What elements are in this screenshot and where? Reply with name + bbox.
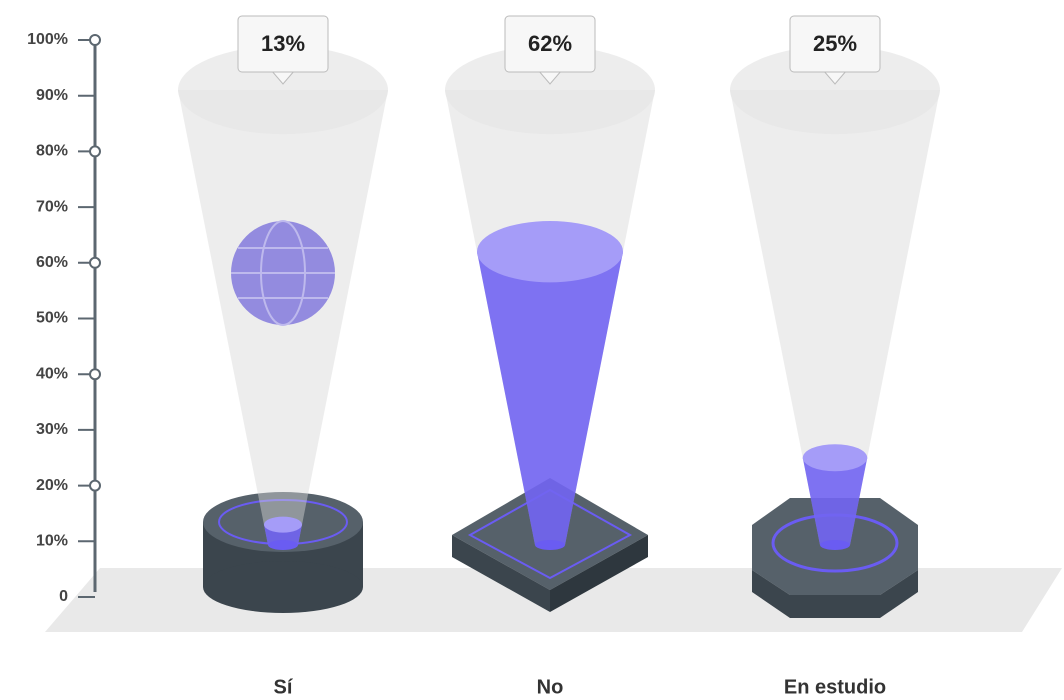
cone-shell [178, 90, 388, 545]
cone-fill-body [802, 457, 868, 545]
cone-fill-top [802, 444, 868, 472]
callout [504, 15, 596, 73]
y-tick-label: 0 [59, 588, 68, 605]
category-label: Sí [274, 676, 294, 698]
cone-fill-bottom [268, 540, 298, 550]
y-tick-label: 10% [36, 533, 68, 550]
cone-shell-top [730, 45, 940, 135]
cone-shell [730, 90, 940, 545]
tick-knob [89, 34, 101, 46]
value-label: 13% [261, 31, 305, 56]
y-tick-label: 90% [36, 87, 68, 104]
value-label: 25% [813, 31, 857, 56]
cone-fill-body [476, 251, 624, 545]
cone-fill [802, 444, 868, 550]
tick-knob [89, 368, 101, 381]
callout [789, 15, 881, 73]
y-tick-label: 40% [36, 365, 68, 382]
value-label: 62% [528, 31, 572, 56]
cone-fill [263, 516, 303, 550]
y-tick-label: 80% [36, 143, 68, 160]
cone-shell-top [445, 45, 655, 135]
y-tick-label: 60% [36, 254, 68, 271]
globe-icon [231, 220, 335, 326]
tick-knob [89, 256, 101, 269]
cone-fill-bottom [535, 540, 565, 550]
cone-fill-top [476, 220, 624, 283]
y-tick-label: 50% [36, 310, 68, 327]
pedestal-round [203, 492, 363, 613]
cone-shell-top [178, 45, 388, 135]
cone-fill-top [263, 516, 303, 533]
y-tick-label: 30% [36, 421, 68, 438]
cone-fill [476, 220, 624, 550]
callout [237, 15, 329, 73]
tick-knob [89, 145, 101, 158]
category-label: En estudio [784, 676, 886, 698]
y-tick-label: 70% [36, 198, 68, 215]
tick-knob [89, 479, 101, 492]
cone-fill-bottom [820, 540, 850, 550]
y-tick-label: 100% [27, 31, 68, 48]
y-tick-label: 20% [36, 477, 68, 494]
category-label: No [537, 676, 564, 698]
